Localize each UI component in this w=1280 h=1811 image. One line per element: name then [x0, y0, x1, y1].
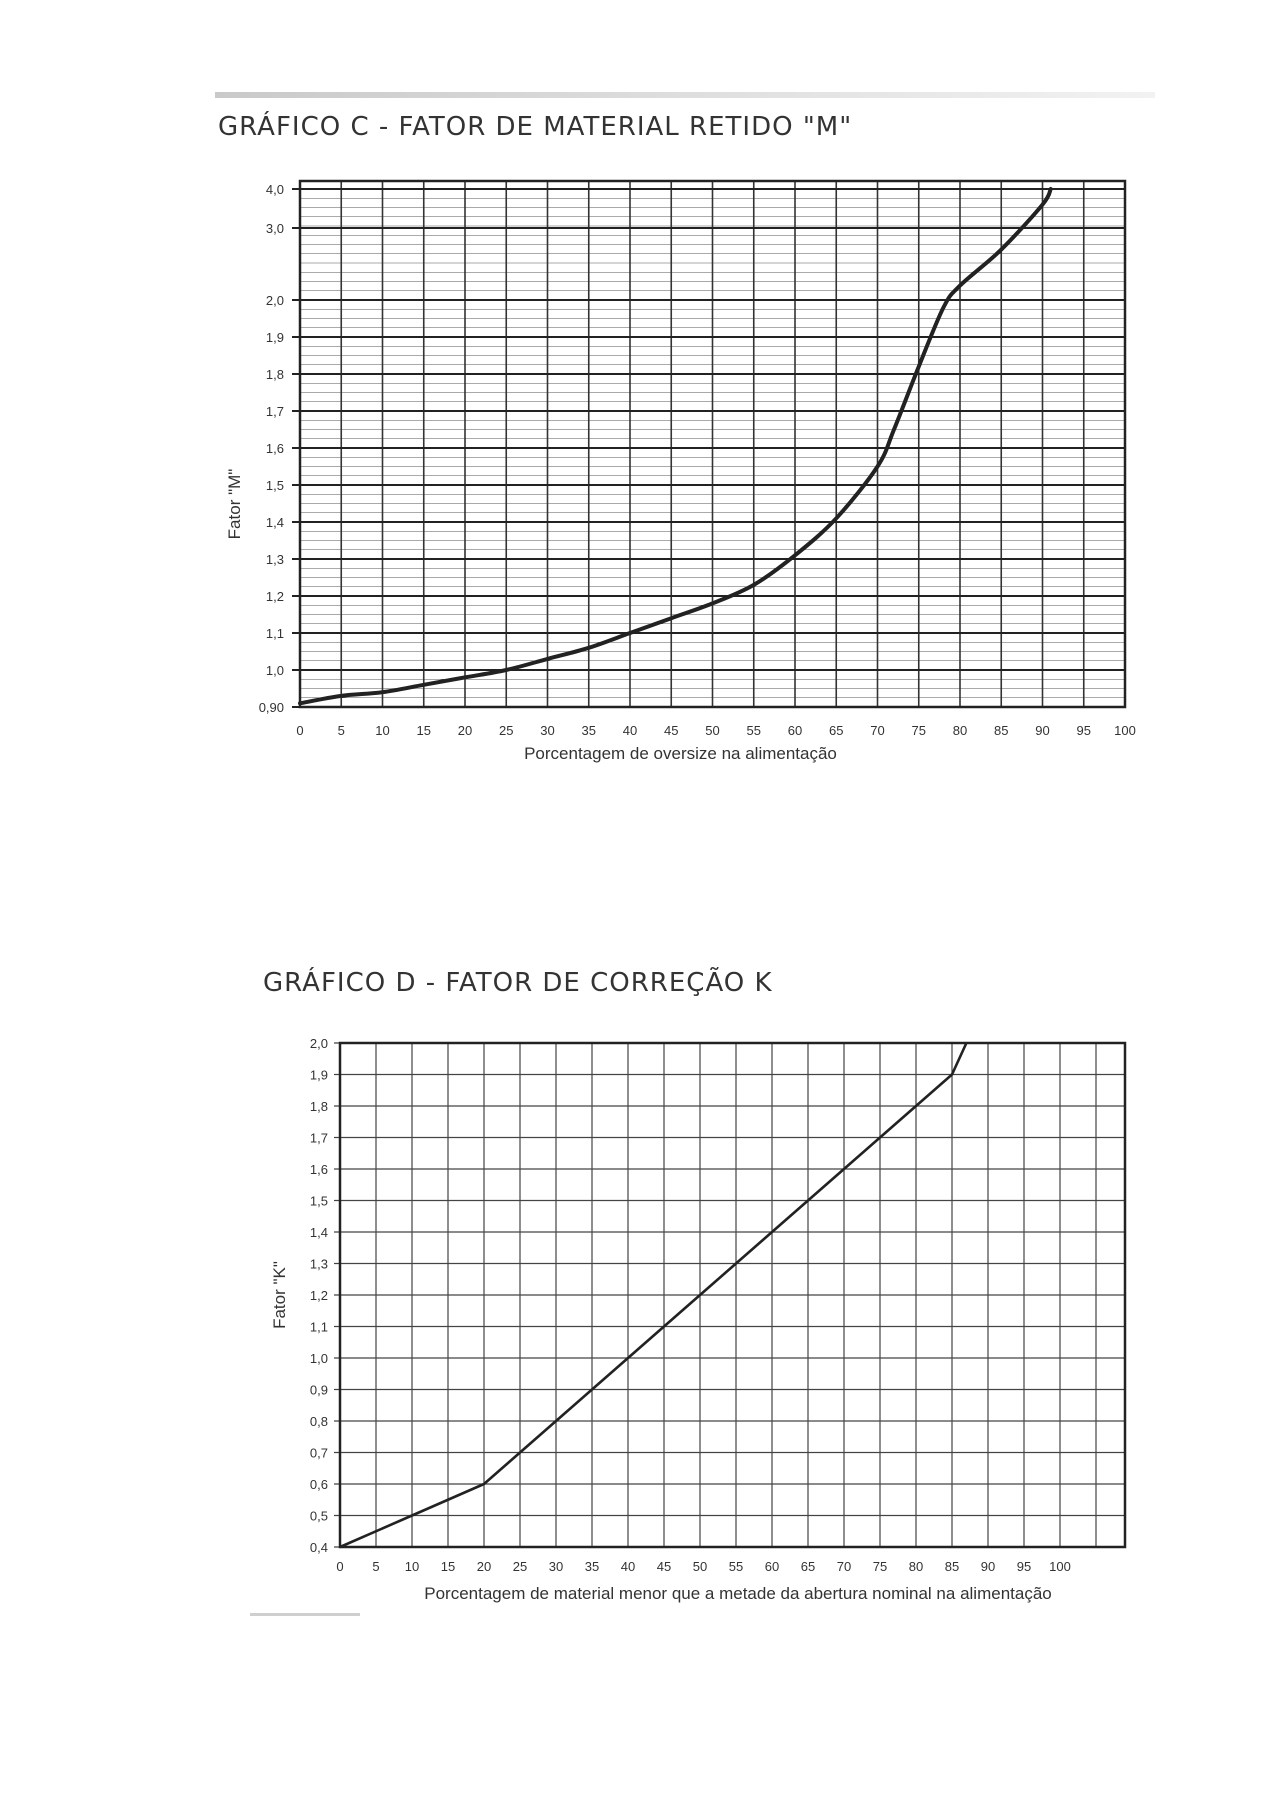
x-tick-label: 90 [1035, 723, 1049, 738]
y-tick-label: 1,0 [310, 1351, 328, 1366]
y-tick-label: 0,6 [310, 1477, 328, 1492]
y-tick-label: 1,2 [310, 1288, 328, 1303]
x-tick-label: 15 [441, 1559, 455, 1574]
x-tick-label: 65 [801, 1559, 815, 1574]
x-tick-label: 100 [1049, 1559, 1071, 1574]
y-tick-label: 4,0 [266, 182, 284, 197]
y-tick-label: 1,6 [310, 1162, 328, 1177]
y-tick-label: 1,8 [310, 1099, 328, 1114]
x-tick-label: 20 [458, 723, 472, 738]
x-tick-label: 60 [765, 1559, 779, 1574]
y-tick-label: 1,9 [310, 1068, 328, 1083]
y-tick-label: 1,3 [310, 1257, 328, 1272]
x-tick-label: 15 [417, 723, 431, 738]
x-axis-label: Porcentagem de material menor que a meta… [424, 1584, 1051, 1603]
scan-artifact [250, 1613, 360, 1616]
x-tick-label: 95 [1017, 1559, 1031, 1574]
x-tick-label: 25 [499, 723, 513, 738]
x-tick-label: 10 [405, 1559, 419, 1574]
y-tick-label: 1,6 [266, 441, 284, 456]
y-tick-label: 1,5 [310, 1194, 328, 1209]
y-tick-label: 1,7 [310, 1131, 328, 1146]
plot-frame [298, 179, 1127, 709]
x-tick-label: 85 [994, 723, 1008, 738]
x-tick-label: 30 [549, 1559, 563, 1574]
x-tick-label: 20 [477, 1559, 491, 1574]
x-tick-label: 5 [372, 1559, 379, 1574]
x-tick-label: 90 [981, 1559, 995, 1574]
y-axis-label: Fator "K" [270, 1261, 289, 1329]
x-tick-label: 80 [909, 1559, 923, 1574]
series-line-fator-k [339, 1042, 968, 1549]
x-tick-label: 70 [870, 723, 884, 738]
x-tick-label: 0 [296, 723, 303, 738]
y-tick-label: 0,7 [310, 1446, 328, 1461]
plot-frame [338, 1041, 1127, 1549]
y-tick-label: 1,4 [310, 1225, 328, 1240]
chart-d-title: GRÁFICO D - FATOR DE CORREÇÃO K [263, 968, 773, 998]
x-tick-label: 70 [837, 1559, 851, 1574]
y-tick-label: 1,8 [266, 367, 284, 382]
x-tick-label: 75 [912, 723, 926, 738]
x-tick-label: 30 [540, 723, 554, 738]
x-tick-label: 35 [585, 1559, 599, 1574]
y-tick-label: 0,4 [310, 1540, 328, 1555]
y-tick-label: 2,0 [266, 293, 284, 308]
x-tick-label: 45 [664, 723, 678, 738]
x-tick-label: 0 [336, 1559, 343, 1574]
y-tick-label: 1,1 [310, 1320, 328, 1335]
x-tick-label: 85 [945, 1559, 959, 1574]
x-tick-label: 75 [873, 1559, 887, 1574]
x-tick-label: 60 [788, 723, 802, 738]
x-tick-label: 100 [1114, 723, 1136, 738]
y-axis-label: Fator "M" [225, 469, 244, 540]
chart-d: 0,4 0,5 0,6 0,7 0,8 0,9 1,0 1,1 1,2 1,3 1,4 1,5 1,6 1… [270, 1036, 1127, 1603]
series-line-fator-m [298, 187, 1053, 706]
x-tick-label: 40 [621, 1559, 635, 1574]
y-tick-label: 1,9 [266, 330, 284, 345]
y-tick-label: 0,90 [259, 700, 284, 715]
y-tick-label: 1,5 [266, 478, 284, 493]
y-tick-label: 0,8 [310, 1414, 328, 1429]
x-tick-label: 40 [623, 723, 637, 738]
chart-c-title: GRÁFICO C - FATOR DE MATERIAL RETIDO "M" [218, 112, 853, 142]
chart-c: 0,90 1,0 1,1 1,2 1,3 1,4 1,5 1,6 1,7 1,8 1,9 2,0 3,0… [225, 179, 1136, 763]
y-tick-label: 1,3 [266, 552, 284, 567]
y-tick-label: 2,0 [310, 1036, 328, 1051]
y-tick-label: 1,7 [266, 404, 284, 419]
y-tick-label: 1,0 [266, 663, 284, 678]
x-tick-label: 10 [375, 723, 389, 738]
scan-artifact [215, 92, 1155, 98]
x-axis-label: Porcentagem de oversize na alimentação [524, 744, 837, 763]
x-tick-label: 5 [338, 723, 345, 738]
x-tick-label: 55 [747, 723, 761, 738]
y-tick-label: 0,5 [310, 1509, 328, 1524]
x-tick-label: 45 [657, 1559, 671, 1574]
y-tick-label: 1,4 [266, 515, 284, 530]
x-tick-label: 25 [513, 1559, 527, 1574]
x-tick-label: 65 [829, 723, 843, 738]
x-tick-label: 50 [705, 723, 719, 738]
y-tick-label: 0,9 [310, 1383, 328, 1398]
x-tick-label: 35 [582, 723, 596, 738]
x-tick-label: 50 [693, 1559, 707, 1574]
x-tick-label: 95 [1077, 723, 1091, 738]
y-tick-label: 1,1 [266, 626, 284, 641]
x-tick-label: 55 [729, 1559, 743, 1574]
y-tick-label: 1,2 [266, 589, 284, 604]
x-tick-label: 80 [953, 723, 967, 738]
y-tick-label: 3,0 [266, 221, 284, 236]
